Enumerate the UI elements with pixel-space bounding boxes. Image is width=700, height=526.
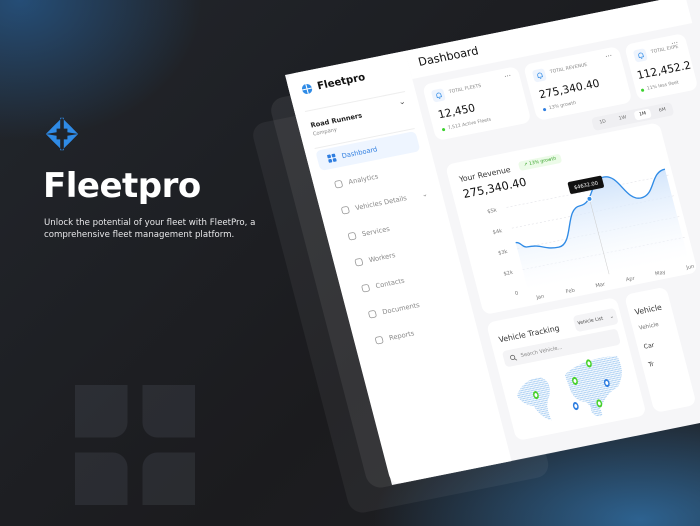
fleetpro-logo-icon [45, 117, 79, 151]
sidebar-item-contacts[interactable]: Contacts [349, 261, 454, 301]
stat-value: 112,452.2 [635, 59, 693, 82]
sidebar-item-documents[interactable]: Documents [356, 287, 461, 327]
sidebar: Fleetpro Road Runners Company ⌄ Dashboar… [285, 51, 512, 485]
page-title: Dashboard [416, 44, 480, 69]
vehicle-pin-icon[interactable] [572, 376, 578, 385]
sidebar-item-dashboard[interactable]: Dashboard [315, 131, 421, 171]
bell-icon [632, 48, 648, 63]
stat-value: 12,450 [436, 102, 477, 122]
table-row[interactable]: Tr [647, 360, 655, 369]
status-dot-icon [640, 88, 645, 92]
sidebar-item-label: Reports [388, 329, 416, 343]
y-tick-label: $4k [492, 228, 503, 236]
wrench-icon [348, 232, 357, 241]
vehicle-pin-icon[interactable] [533, 391, 539, 400]
brand-name: Fleetpro [316, 71, 367, 93]
promo-title: Fleetpro [43, 166, 201, 206]
chevron-down-icon: ⌄ [397, 96, 407, 107]
more-options-icon[interactable]: ··· [604, 51, 614, 61]
stat-sub-text: 13% growth [548, 100, 577, 112]
stat-sub: 13% growth [542, 100, 577, 113]
tooltip-text: $4632.00 [573, 181, 598, 192]
stat-card: TOTAL EXPE ··· 112,452.2 11% less fleet [624, 33, 699, 101]
stat-sub-text: 7,512 Active Fleets [447, 117, 492, 132]
sidebar-item-analytics[interactable]: Analytics [322, 157, 427, 197]
more-options-icon[interactable]: ··· [670, 38, 680, 48]
sidebar-item-label: Documents [381, 300, 421, 317]
stat-card: TOTAL REVENUE ··· 275,340.40 13% growth [523, 46, 633, 121]
dropdown-label: Vehicle List [577, 316, 604, 327]
y-tick-label: $5k [487, 207, 498, 215]
stat-label: TOTAL REVENUE [549, 62, 589, 76]
vehicle-pin-icon[interactable] [596, 399, 603, 408]
vehicle-pin-icon[interactable] [603, 378, 610, 388]
stat-card: TOTAL FLEETS ··· 12,450 7,512 Active Fle… [422, 66, 532, 141]
status-dot-icon [542, 107, 547, 112]
search-placeholder: Search Vehicle... [520, 344, 564, 359]
document-icon [368, 310, 377, 319]
database-icon [334, 180, 343, 189]
x-tick-label: Jun [685, 264, 695, 272]
hover-line [589, 198, 610, 275]
status-dot-icon [441, 127, 446, 132]
y-tick-label: 0 [514, 291, 519, 297]
sidebar-item-vehicles-details[interactable]: Vehicles Details ⌄ [329, 183, 434, 223]
sidebar-item-label: Services [361, 224, 391, 239]
sidebar-item-reports[interactable]: Reports [363, 313, 468, 353]
y-tick-label: $2k [503, 270, 514, 278]
highlight-point [586, 195, 593, 202]
series-line [515, 168, 666, 249]
y-tick-label: $3k [498, 249, 509, 257]
sidebar-item-services[interactable]: Services [336, 209, 441, 249]
x-tick-label: May [655, 269, 667, 277]
logo-watermark-icon [75, 385, 195, 505]
sidebar-item-label: Dashboard [340, 145, 379, 161]
sidebar-item-label: Analytics [347, 172, 380, 187]
tooltip [567, 175, 604, 194]
x-tick-label: Jan [535, 294, 545, 302]
bell-icon [430, 88, 446, 103]
more-options-icon[interactable]: ··· [503, 71, 513, 81]
stat-sub: 11% less fleet [640, 80, 679, 93]
column-header: Vehicle [638, 321, 660, 332]
search-vehicle-input[interactable]: Search Vehicle... [501, 328, 621, 368]
sidebar-item-label: Vehicles Details [354, 193, 408, 213]
sidebar-item-label: Contacts [374, 276, 406, 291]
vehicle-card-title: Vehicle [633, 302, 663, 317]
search-icon [509, 354, 518, 361]
stat-sub-text: 11% less fleet [646, 80, 680, 92]
contacts-icon [361, 284, 370, 293]
chevron-down-icon: ⌄ [420, 189, 429, 199]
x-tick-label: Apr [625, 275, 636, 283]
time-filter-1d[interactable]: 1D [599, 119, 607, 126]
time-filter-1w[interactable]: 1W [618, 115, 627, 122]
chevron-down-icon: ⌄ [609, 313, 615, 320]
fleetpro-logo-icon [301, 83, 313, 95]
time-filter-1m[interactable]: 1M [633, 108, 653, 121]
stat-label: TOTAL FLEETS [448, 83, 482, 96]
sidebar-nav: Dashboard Analytics Vehicles Details ⌄ Servi… [315, 131, 469, 359]
x-tick-label: Mar [595, 281, 607, 289]
revenue-card: Your Revenue ↗ 13% growth 275,340.40 0 $2… [445, 122, 698, 315]
sidebar-logo[interactable]: Fleetpro [300, 71, 367, 96]
users-icon [354, 258, 364, 267]
report-icon [375, 336, 384, 345]
stat-value: 275,340.40 [537, 77, 602, 102]
table-row[interactable]: Car [643, 341, 656, 351]
vehicle-pin-icon[interactable] [586, 359, 592, 368]
car-icon [341, 206, 350, 215]
bell-icon [531, 68, 547, 83]
sidebar-item-workers[interactable]: Workers [342, 235, 447, 275]
promo-description: Unlock the potential of your fleet with … [44, 218, 256, 240]
time-filter-6m[interactable]: 6M [658, 107, 667, 114]
area-fill [515, 169, 689, 291]
revenue-chart[interactable]: 0 $2k $3k $4k $5k Jan Feb Mar Apr May Jun $4632.00 [445, 122, 698, 315]
stat-sub: 7,512 Active Fleets [441, 117, 492, 133]
sidebar-item-label: Workers [367, 250, 397, 265]
vehicle-pin-icon[interactable] [572, 401, 579, 411]
x-tick-label: Feb [565, 288, 575, 296]
grid-icon [327, 153, 337, 163]
vehicle-tracking-card: Vehicle Tracking Vehicle List ⌄ Search Ve… [486, 297, 647, 441]
world-map[interactable] [507, 348, 638, 433]
